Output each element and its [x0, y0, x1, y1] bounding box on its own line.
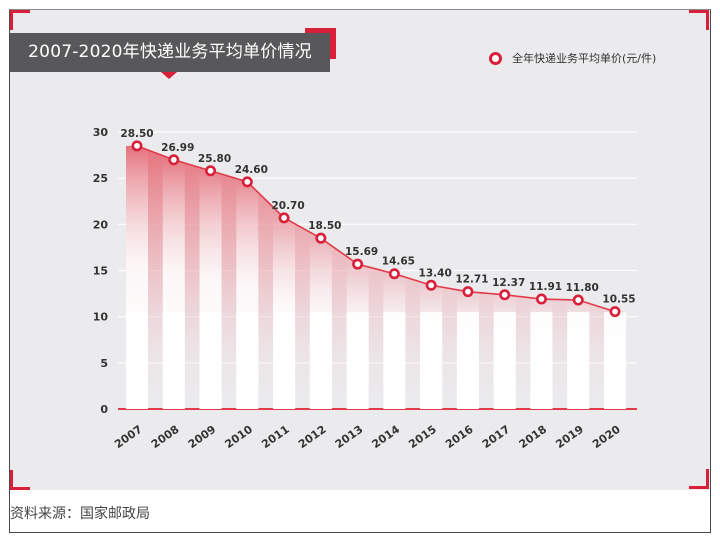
- column-base: [383, 312, 406, 409]
- data-point: [205, 165, 217, 177]
- corner-mark-top-right: [706, 10, 709, 30]
- data-label: 25.80: [198, 153, 231, 165]
- column-base: [199, 312, 222, 409]
- x-tick-label: 2018: [517, 423, 550, 451]
- column-base: [126, 312, 148, 409]
- series-line: [136, 145, 616, 313]
- data-label: 12.71: [455, 274, 488, 286]
- data-point: [168, 154, 180, 166]
- x-tick-label: 2019: [553, 423, 586, 451]
- legend-marker-icon: [489, 51, 502, 65]
- x-tick-label: 2016: [443, 423, 476, 451]
- corner-mark-top-left: [10, 10, 30, 13]
- data-point: [315, 232, 327, 244]
- data-point: [572, 294, 584, 306]
- x-tick-label: 2011: [259, 423, 292, 451]
- y-tick-label: 15: [93, 265, 108, 278]
- corner-mark-top-right: [689, 10, 709, 13]
- data-point: [241, 176, 253, 188]
- corner-mark-bottom-left: [10, 487, 30, 490]
- chart-title: 2007-2020年快递业务平均单价情况: [10, 33, 330, 72]
- data-label: 13.40: [419, 267, 452, 279]
- corner-mark-bottom-left: [10, 470, 13, 490]
- corner-mark-bottom-right: [706, 469, 709, 489]
- column-base: [346, 312, 369, 409]
- data-label: 11.91: [529, 281, 562, 293]
- column-base: [162, 312, 185, 409]
- x-tick-label: 2009: [186, 423, 219, 451]
- data-label: 20.70: [271, 200, 304, 212]
- y-tick-label: 0: [100, 403, 108, 416]
- data-point: [131, 140, 143, 152]
- x-tick-label: 2012: [296, 423, 329, 451]
- column-base: [604, 312, 626, 409]
- column-base: [309, 312, 332, 409]
- data-label: 18.50: [308, 220, 341, 232]
- data-point: [462, 286, 474, 298]
- y-tick-label: 30: [93, 126, 109, 139]
- column-base: [567, 312, 590, 409]
- corner-mark-top-left: [10, 10, 13, 30]
- y-tick-label: 20: [93, 218, 109, 231]
- y-tick-label: 25: [93, 172, 108, 185]
- data-point: [609, 306, 621, 318]
- x-tick-label: 2007: [112, 423, 145, 451]
- column-base: [420, 312, 443, 409]
- column-base: [236, 312, 259, 409]
- data-point: [278, 212, 290, 224]
- legend-label: 全年快递业务平均单价(元/件): [512, 52, 657, 65]
- column-base: [273, 312, 296, 409]
- y-tick-label: 5: [100, 357, 108, 370]
- data-label: 28.50: [120, 128, 153, 140]
- data-point: [425, 279, 437, 291]
- source-note: 资料来源：国家邮政局: [10, 506, 150, 522]
- data-point: [499, 289, 511, 301]
- x-tick-label: 2017: [480, 423, 513, 451]
- data-label: 12.37: [492, 277, 525, 289]
- x-tick-label: 2010: [222, 423, 255, 451]
- x-tick-label: 2020: [590, 423, 623, 451]
- legend: 全年快递业务平均单价(元/件): [489, 50, 656, 66]
- x-tick-label: 2014: [370, 423, 403, 451]
- x-tick-label: 2008: [149, 423, 182, 451]
- x-tick-label: 2015: [406, 423, 439, 451]
- data-label: 26.99: [161, 142, 194, 154]
- data-point: [352, 258, 364, 270]
- data-label: 10.55: [602, 294, 635, 306]
- column-base: [530, 312, 553, 409]
- data-label: 11.80: [566, 282, 599, 294]
- data-point: [388, 268, 400, 280]
- column-base: [493, 312, 516, 409]
- corner-mark-bottom-right: [689, 486, 709, 489]
- x-tick-label: 2013: [333, 423, 366, 451]
- data-point: [535, 293, 547, 305]
- y-tick-label: 10: [93, 311, 109, 324]
- data-label: 24.60: [235, 164, 268, 176]
- data-label: 14.65: [382, 256, 415, 268]
- column-base: [456, 312, 479, 409]
- data-label: 15.69: [345, 246, 378, 258]
- title-pointer: [161, 72, 177, 79]
